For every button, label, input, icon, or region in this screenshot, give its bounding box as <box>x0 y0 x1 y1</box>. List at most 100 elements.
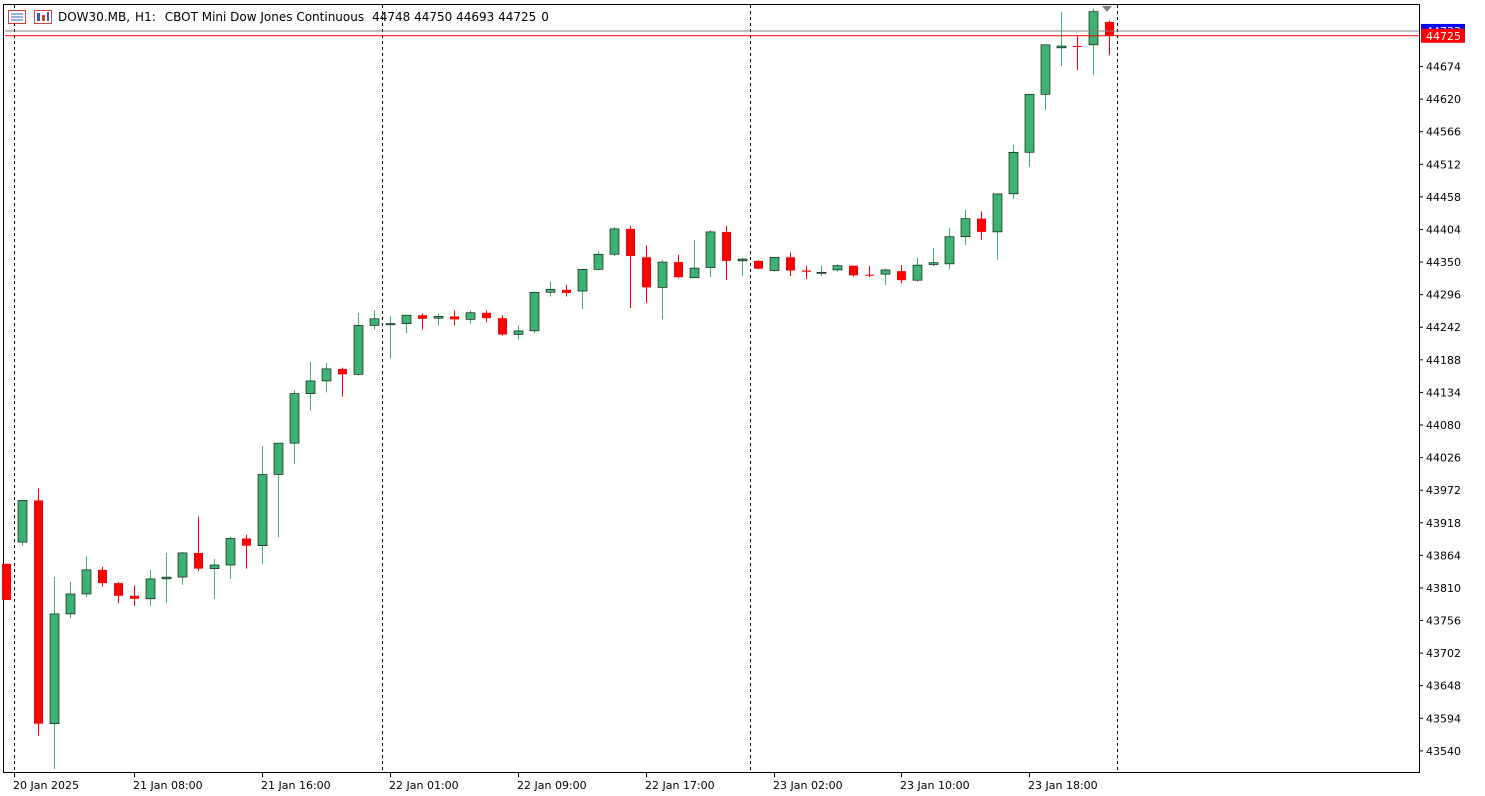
candle <box>705 230 716 278</box>
header-volume: 0 <box>541 10 549 24</box>
candle <box>225 536 236 579</box>
candle <box>912 257 923 282</box>
candle-body <box>49 613 60 725</box>
candle-body <box>353 325 364 375</box>
candle <box>257 446 268 564</box>
candle-body <box>482 312 491 319</box>
candle-body <box>849 265 858 276</box>
candle-body <box>593 253 604 270</box>
shift-marker-icon[interactable] <box>1102 6 1112 12</box>
y-tick-label: 44296 <box>1426 289 1461 302</box>
candle <box>832 264 843 272</box>
candle <box>369 310 380 330</box>
y-tick-label: 44080 <box>1426 419 1461 432</box>
candle <box>321 362 332 393</box>
candle-body <box>242 538 251 546</box>
y-tick-label: 44674 <box>1426 61 1461 74</box>
candle-body <box>194 552 203 569</box>
candle-body <box>1073 46 1082 48</box>
candle-body <box>257 474 268 547</box>
candle <box>849 265 858 277</box>
candle-body <box>897 271 906 281</box>
candle <box>305 361 316 411</box>
candle <box>34 488 43 736</box>
candle-body <box>912 264 923 281</box>
candle <box>689 239 700 279</box>
candle <box>960 209 971 246</box>
header-ohlc: 44748 44750 44693 44725 <box>372 10 537 24</box>
candle-body <box>209 564 220 569</box>
chart-menu-icon[interactable] <box>8 10 26 24</box>
candle-body <box>369 318 380 326</box>
candle-body <box>177 552 188 578</box>
candle-body <box>498 318 507 335</box>
candle-body <box>545 288 556 293</box>
candle <box>897 265 906 284</box>
y-tick-label: 43540 <box>1426 745 1461 758</box>
candle-body <box>433 316 444 319</box>
candle-body <box>321 368 332 382</box>
candle-body <box>786 257 795 271</box>
candle-body <box>865 274 874 276</box>
price-lines <box>5 30 1419 37</box>
chart-header: DOW30.MB, H1: CBOT Mini Dow Jones Contin… <box>0 5 549 29</box>
template-icon[interactable] <box>34 10 52 24</box>
x-tick-label: 22 Jan 09:00 <box>517 779 587 792</box>
candle <box>642 245 651 304</box>
x-tick-label: 20 Jan 2025 <box>13 779 79 792</box>
candle <box>562 285 571 297</box>
candle-body <box>577 269 588 292</box>
candle <box>513 325 524 340</box>
y-tick-label: 44512 <box>1426 158 1461 171</box>
candle-body <box>626 228 635 257</box>
candle <box>177 551 188 585</box>
candle <box>161 552 172 604</box>
y-tick-label: 44188 <box>1426 354 1461 367</box>
candle <box>418 313 427 330</box>
candle-body <box>114 583 123 596</box>
candle-body <box>305 380 316 394</box>
candle <box>1073 36 1082 71</box>
candle-body <box>2 563 11 601</box>
candle <box>674 254 683 279</box>
candle <box>17 500 28 546</box>
y-axis: 44674 44620 44566 44512 44458 44404 44350 44296… <box>1419 23 1465 758</box>
candle-body <box>289 393 300 444</box>
y-tick-label: 44026 <box>1426 452 1461 465</box>
candle-body <box>689 267 700 279</box>
candle <box>242 534 251 569</box>
candle-body <box>722 231 731 261</box>
y-tick-label: 43810 <box>1426 582 1461 595</box>
y-tick-label: 43972 <box>1426 484 1461 497</box>
candle <box>626 225 635 308</box>
candle <box>353 312 364 376</box>
x-tick-label: 21 Jan 08:00 <box>133 779 203 792</box>
y-tick-label: 43702 <box>1426 647 1461 660</box>
x-tick-label: 23 Jan 02:00 <box>773 779 843 792</box>
candle-body <box>401 314 412 324</box>
header-symbol: DOW30.MB, <box>58 10 131 24</box>
candle-body <box>832 265 843 271</box>
y-tick-label: 44620 <box>1426 93 1461 106</box>
candle <box>482 310 491 323</box>
y-tick-label: 44566 <box>1426 126 1461 139</box>
candle-body <box>960 218 971 238</box>
candle <box>1056 11 1067 66</box>
candle <box>401 314 412 334</box>
candle-body <box>98 569 107 584</box>
candle-body <box>450 316 459 320</box>
candle-body <box>642 257 651 288</box>
y-tick-label: 44458 <box>1426 191 1461 204</box>
candle-body <box>81 569 92 595</box>
candle <box>737 257 748 276</box>
candle <box>1008 145 1019 199</box>
candle <box>722 225 731 281</box>
x-tick-label: 22 Jan 17:00 <box>645 779 715 792</box>
candle-body <box>754 260 763 269</box>
candle-body <box>880 269 891 275</box>
candle-body <box>674 262 683 278</box>
candle <box>529 291 540 334</box>
plot-frame <box>3 4 1420 773</box>
